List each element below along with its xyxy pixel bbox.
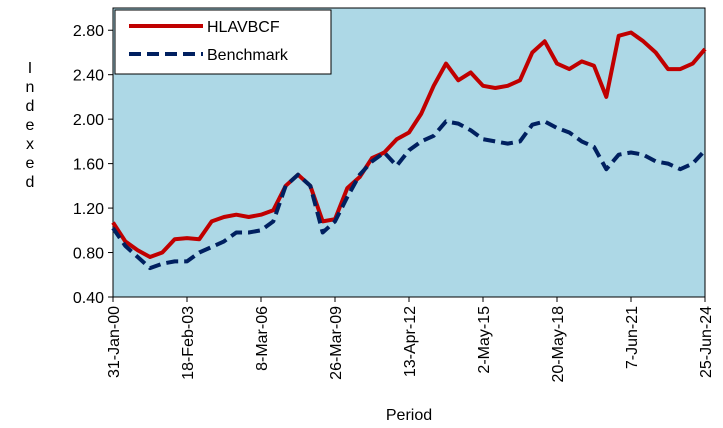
y-tick-label: 0.80 [73, 246, 104, 263]
x-tick-label: 25-Jun-24 [698, 306, 715, 378]
y-tick-label: 0.40 [73, 290, 104, 307]
y-tick-label: 2.00 [73, 112, 104, 129]
y-axis-title: Indexed [22, 60, 39, 193]
legend-label: Benchmark [207, 47, 289, 64]
x-tick-label: 26-Mar-09 [328, 306, 345, 380]
x-tick-label: 31-Jan-00 [106, 306, 123, 378]
legend-box [114, 9, 332, 75]
x-axis-title: Period [386, 407, 432, 424]
x-tick-label: 2-May-15 [476, 306, 493, 374]
x-tick-label: 13-Apr-12 [402, 306, 419, 377]
x-tick-label: 7-Jun-21 [624, 306, 641, 369]
series-line [111, 30, 707, 259]
legend-label: HLAVBCF [207, 19, 280, 36]
y-tick-label: 2.80 [73, 23, 104, 40]
y-tick-label: 1.20 [73, 201, 104, 218]
x-tick-label: 20-May-18 [550, 306, 567, 383]
x-tick-label: 8-Mar-06 [254, 306, 271, 371]
x-tick-label: 18-Feb-03 [180, 306, 197, 380]
y-tick-label: 1.60 [73, 157, 104, 174]
y-tick-label: 2.40 [73, 68, 104, 85]
series-line [111, 119, 707, 271]
